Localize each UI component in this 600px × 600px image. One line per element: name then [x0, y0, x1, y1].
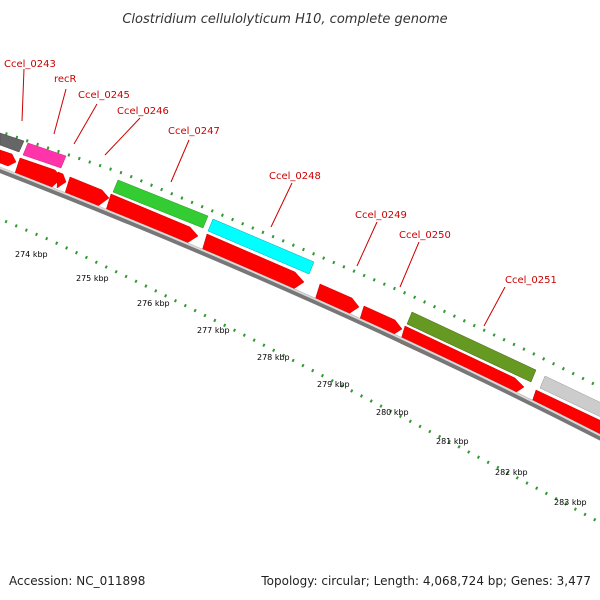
- gene-label[interactable]: Ccel_0251: [505, 275, 557, 286]
- cds-arrow[interactable]: [530, 389, 600, 441]
- kbp-label: 283 kbp: [554, 498, 587, 507]
- gene-label[interactable]: Ccel_0248: [269, 171, 321, 182]
- kbp-label: 282 kbp: [495, 468, 528, 477]
- gene-label[interactable]: Ccel_0243: [4, 59, 56, 70]
- kbp-label: 280 kbp: [376, 408, 409, 417]
- map-title: Clostridium cellulolyticum H10, complete…: [122, 12, 447, 27]
- gene-ccel-0247-bar[interactable]: [112, 179, 209, 229]
- gene-recr-bar[interactable]: [22, 142, 67, 169]
- kbp-label: 281 kbp: [436, 437, 469, 446]
- gene-ccel-0243-bar[interactable]: [0, 132, 25, 153]
- cds-arrow[interactable]: [56, 171, 67, 189]
- cds-arrow[interactable]: [105, 193, 199, 244]
- gene-label[interactable]: Ccel_0246: [117, 106, 169, 117]
- cds-arrows: [0, 149, 600, 441]
- gene-label[interactable]: Ccel_0245: [78, 90, 130, 101]
- inner-tick-track: [0, 217, 600, 525]
- label-leaders: [21, 68, 506, 327]
- accession-text: Accession: NC_011898: [9, 574, 145, 588]
- cds-arrow[interactable]: [14, 157, 63, 188]
- gene-grey-bar[interactable]: [539, 375, 600, 419]
- cds-arrow[interactable]: [64, 176, 110, 207]
- gene-label[interactable]: Ccel_0249: [355, 210, 407, 221]
- cds-arrow[interactable]: [201, 233, 305, 291]
- kbp-scale: 274 kbp 275 kbp 276 kbp 277 kbp 278 kbp …: [15, 250, 587, 507]
- genome-backbone: [0, 166, 600, 441]
- kbp-label: 274 kbp: [15, 250, 48, 259]
- cds-arrow[interactable]: [0, 149, 17, 167]
- kbp-label: 275 kbp: [76, 274, 109, 283]
- gene-ccel-0251-bar[interactable]: [406, 311, 537, 383]
- cds-arrow[interactable]: [314, 283, 360, 316]
- kbp-label: 279 kbp: [317, 380, 350, 389]
- genome-summary-text: Topology: circular; Length: 4,068,724 bp…: [260, 574, 591, 588]
- gene-label[interactable]: Ccel_0247: [168, 126, 220, 137]
- gene-label[interactable]: Ccel_0250: [399, 230, 451, 241]
- gene-labels: Ccel_0243 recR Ccel_0245 Ccel_0246 Ccel_…: [4, 59, 557, 286]
- feature-ring: [0, 132, 600, 419]
- outer-tick-track: [0, 130, 600, 389]
- kbp-label: 278 kbp: [257, 353, 290, 362]
- kbp-label: 277 kbp: [197, 326, 230, 335]
- gene-label[interactable]: recR: [54, 74, 77, 85]
- kbp-label: 276 kbp: [137, 299, 170, 308]
- gene-ccel-0248-bar[interactable]: [207, 218, 315, 275]
- genome-backbone-highlight: [0, 166, 600, 437]
